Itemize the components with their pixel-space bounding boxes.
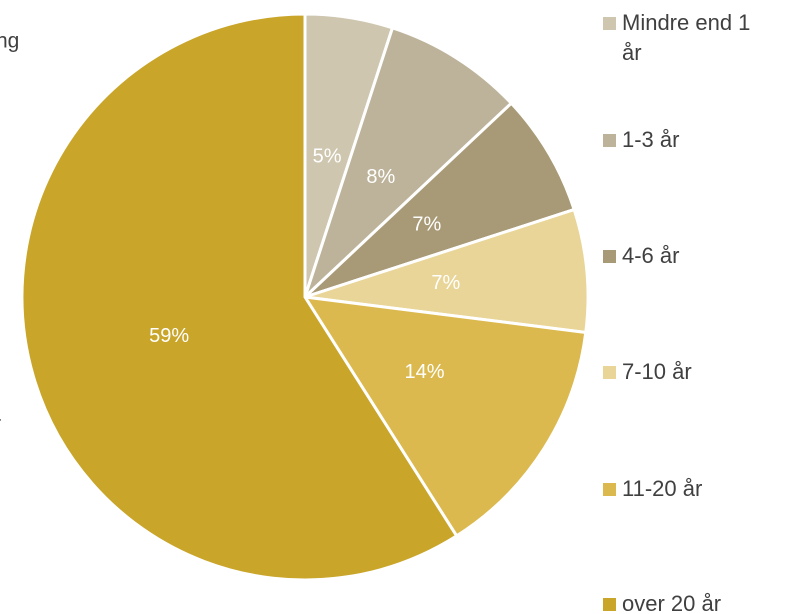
data-label: 8% [366,166,395,188]
legend-label: 4-6 år [622,243,680,268]
legend-swatch [603,17,616,30]
legend-item: 4-6 år [603,241,763,271]
legend-swatch [603,366,616,379]
legend-swatch [603,134,616,147]
legend-label: 7-10 år [622,359,692,384]
legend-item: over 20 år [603,589,763,614]
pie-slice [303,101,577,299]
legend-swatch [603,598,616,611]
legend-label: Mindre end 1 år [622,10,751,65]
legend-label: 11-20 år [622,476,703,501]
legend-item: 1-3 år [603,125,763,155]
legend-label: 1-3 år [622,127,680,152]
legend-swatch [603,250,616,263]
pie-slice [20,12,459,582]
pie-slice [304,207,590,335]
annotation: ng [0,30,19,53]
legend-item: 7-10 år [603,357,763,387]
data-label: 14% [404,361,444,383]
data-label: 59% [149,325,189,347]
data-label: 5% [313,146,342,168]
legend-label: over 20 år [622,591,722,614]
pie-slice [302,295,588,539]
data-label: 7% [412,213,441,235]
legend-item: Mindre end 1 år [603,8,763,68]
data-label: 7% [431,272,460,294]
legend-swatch [603,483,616,496]
pie-slice [303,25,514,299]
legend-item: 11-20 år [603,474,763,504]
annotation: r [0,413,1,436]
